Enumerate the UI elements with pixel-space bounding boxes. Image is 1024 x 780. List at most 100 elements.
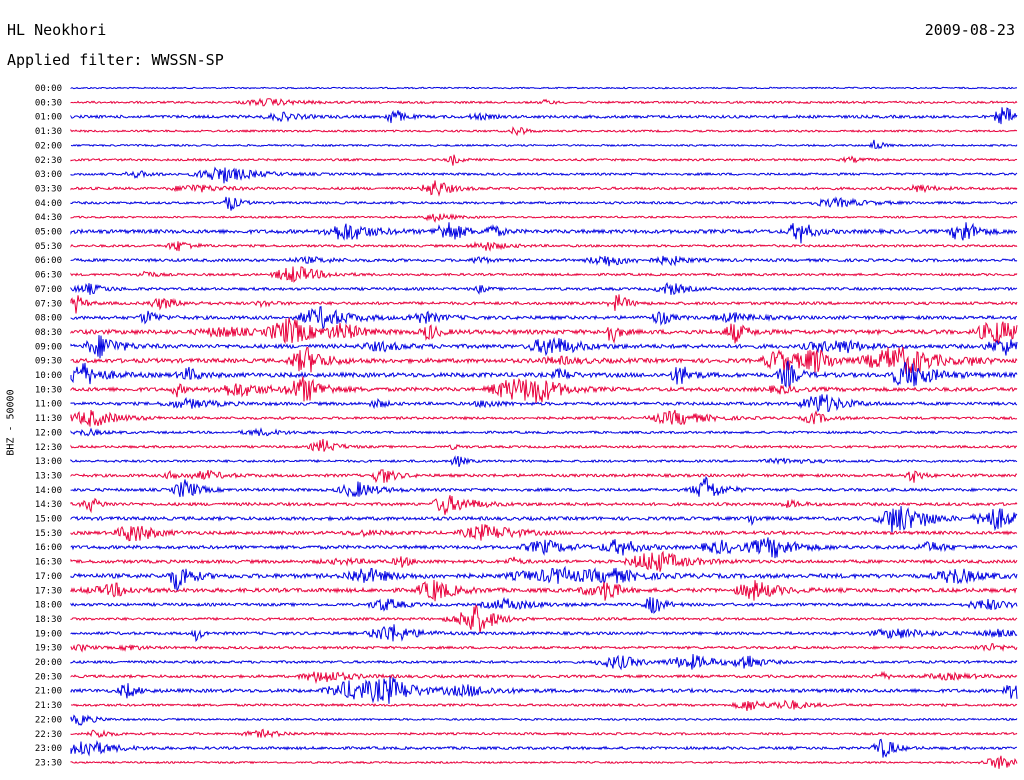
seismic-trace (70, 335, 1018, 359)
time-tick-label: 07:00 (35, 285, 62, 295)
time-tick-label: 13:30 (35, 471, 62, 481)
seismic-trace (70, 604, 1018, 634)
time-tick-label: 05:00 (35, 228, 62, 238)
seismic-trace (70, 475, 1018, 498)
seismic-trace (70, 317, 1018, 345)
seismic-trace (70, 409, 1018, 427)
time-tick-label: 23:30 (35, 758, 62, 768)
time-tick-label: 20:30 (35, 672, 62, 682)
time-tick-label: 11:30 (35, 414, 62, 424)
seismic-trace (70, 255, 1018, 267)
seismic-trace (70, 469, 1018, 484)
seismic-trace (70, 676, 1018, 704)
seismic-trace (70, 97, 1018, 107)
time-tick-label: 12:00 (35, 428, 62, 438)
time-tick-label: 02:30 (35, 156, 62, 166)
time-tick-label: 02:00 (35, 141, 62, 151)
time-tick-label: 23:00 (35, 744, 62, 754)
seismic-trace (70, 376, 1018, 404)
time-tick-label: 21:30 (35, 701, 62, 711)
seismic-trace (70, 282, 1018, 296)
time-tick-label: 17:00 (35, 572, 62, 582)
seismic-trace (70, 506, 1018, 534)
time-tick-label: 13:00 (35, 457, 62, 467)
seismic-trace (70, 524, 1018, 542)
seismic-trace (70, 728, 1018, 739)
time-tick-label: 08:30 (35, 328, 62, 338)
seismic-trace (70, 222, 1018, 244)
seismic-trace (70, 643, 1018, 653)
seismic-trace (70, 107, 1018, 125)
seismic-trace (70, 360, 1018, 388)
time-tick-label: 10:00 (35, 371, 62, 381)
seismic-trace (70, 550, 1018, 572)
time-tick-label: 14:30 (35, 500, 62, 510)
time-tick-label: 21:00 (35, 687, 62, 697)
time-tick-label: 01:00 (35, 113, 62, 123)
time-tick-label: 06:30 (35, 271, 62, 281)
time-tick-label: 09:00 (35, 342, 62, 352)
time-tick-label: 17:30 (35, 586, 62, 596)
time-tick-label: 07:30 (35, 299, 62, 309)
time-tick-label: 15:30 (35, 529, 62, 539)
time-tick-label: 15:00 (35, 515, 62, 525)
time-tick-label: 05:30 (35, 242, 62, 252)
seismic-trace (70, 714, 1018, 726)
seismic-trace (70, 495, 1018, 515)
time-tick-label: 06:00 (35, 256, 62, 266)
seismic-trace (71, 699, 1018, 711)
time-tick-label: 22:00 (35, 715, 62, 725)
seismic-trace (70, 306, 1017, 330)
seismic-trace (70, 180, 1018, 197)
seismic-trace (70, 154, 1018, 166)
seismic-trace (70, 455, 1018, 467)
seismic-trace (70, 126, 1018, 137)
seismic-trace (70, 738, 1018, 758)
seismic-trace (70, 241, 1018, 252)
time-tick-label: 11:00 (35, 400, 62, 410)
seismic-trace (70, 166, 1018, 184)
seismic-trace (70, 670, 1018, 685)
seismic-trace (70, 438, 1018, 452)
seismic-trace (70, 579, 1018, 602)
seismic-trace (70, 266, 1018, 283)
time-tick-label: 14:00 (35, 486, 62, 496)
time-tick-label: 03:30 (35, 184, 62, 194)
time-tick-label: 09:30 (35, 357, 62, 367)
time-tick-label: 16:00 (35, 543, 62, 553)
time-tick-label: 00:30 (35, 98, 62, 108)
seismic-trace (70, 624, 1018, 642)
time-tick-label: 03:00 (35, 170, 62, 180)
seismic-trace (70, 565, 1018, 593)
time-tick-label: 19:30 (35, 644, 62, 654)
time-tick-label: 08:00 (35, 314, 62, 324)
time-tick-label: 18:00 (35, 601, 62, 611)
time-tick-label: 19:00 (35, 629, 62, 639)
seismic-trace (70, 212, 1018, 223)
seismic-trace (70, 654, 1018, 671)
time-tick-label: 22:30 (35, 730, 62, 740)
time-tick-label: 12:30 (35, 443, 62, 453)
seismic-trace (70, 196, 1018, 211)
seismic-trace (70, 537, 1018, 559)
seismic-trace (70, 346, 1018, 376)
time-tick-label: 04:00 (35, 199, 62, 209)
time-tick-label: 01:30 (35, 127, 62, 137)
seismic-trace (70, 596, 1018, 615)
time-tick-label: 00:00 (35, 84, 62, 94)
time-tick-label: 20:00 (35, 658, 62, 668)
seismic-trace (70, 139, 1018, 150)
seismic-trace (70, 394, 1018, 413)
station-title: HL Neokhori (7, 21, 107, 39)
filter-label: Applied filter: WWSSN-SP (7, 51, 224, 69)
date-label: 2009-08-23 (924, 21, 1015, 39)
time-tick-label: 16:30 (35, 558, 62, 568)
time-tick-label: 10:30 (35, 385, 62, 395)
time-tick-label: 18:30 (35, 615, 62, 625)
seismic-trace (70, 755, 1018, 769)
seismic-trace (70, 427, 1018, 437)
time-tick-label: 04:30 (35, 213, 62, 223)
seismic-trace (70, 86, 1018, 90)
seismic-trace (70, 294, 1018, 314)
